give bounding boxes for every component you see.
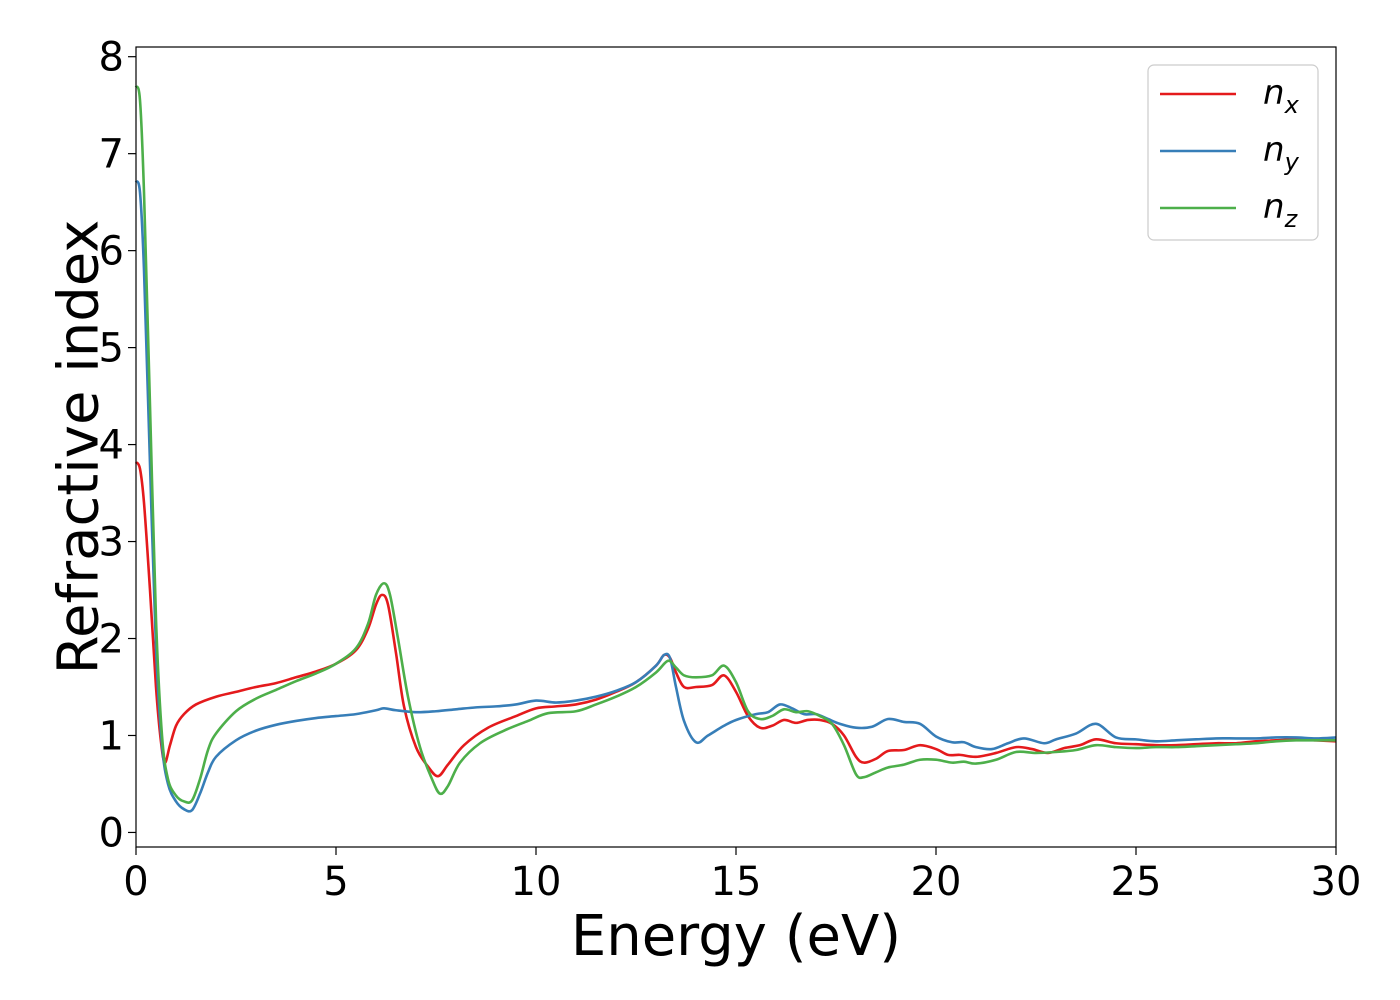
- y-axis-ticks: 0 1 2 3 4 5 6 7 8: [99, 35, 136, 856]
- x-tick-label: 10: [511, 859, 562, 905]
- x-tick-label: 5: [323, 859, 348, 905]
- y-tick-label: 8: [99, 35, 124, 81]
- x-tick-label: 0: [123, 859, 148, 905]
- y-axis-title: Refractive index: [47, 220, 112, 675]
- x-tick-label: 25: [1111, 859, 1162, 905]
- x-axis-title: Energy (eV): [571, 904, 901, 969]
- y-tick-label: 0: [99, 810, 124, 856]
- legend-label-z: nz: [1263, 187, 1299, 233]
- series-line-x: [134, 461, 1337, 778]
- x-tick-label: 20: [911, 859, 962, 905]
- legend-label-x: nx: [1263, 73, 1300, 119]
- x-axis-ticks: 0 5 10 15 20 25 30: [123, 847, 1361, 905]
- x-tick-label: 15: [711, 859, 762, 905]
- y-tick-label: 3: [99, 520, 124, 566]
- legend-box: [1147, 64, 1319, 241]
- y-tick-label: 6: [99, 229, 124, 275]
- x-tick-label: 30: [1311, 859, 1362, 905]
- y-tick-label: 2: [99, 617, 124, 663]
- y-tick-label: 1: [99, 713, 124, 759]
- series-layer: [134, 85, 1337, 813]
- series-line-z: [134, 85, 1336, 804]
- legend: nx ny nz: [1147, 64, 1319, 241]
- legend-label-y: ny: [1263, 130, 1300, 176]
- series-line-y: [134, 179, 1337, 813]
- y-tick-label: 7: [99, 132, 124, 178]
- y-tick-label: 4: [99, 423, 124, 469]
- y-tick-label: 5: [99, 326, 124, 372]
